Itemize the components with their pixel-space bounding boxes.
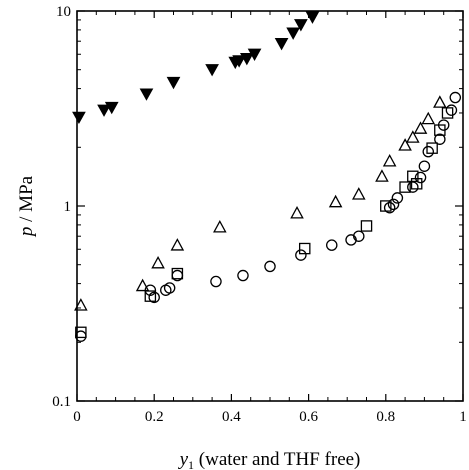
data-point-triangle-open xyxy=(406,130,420,143)
data-point-square-open xyxy=(399,181,411,193)
data-point-circle-open xyxy=(422,145,435,158)
y-axis-tick-labels: 0.1 1 10 xyxy=(52,4,71,410)
x-tick-label: 0.6 xyxy=(299,409,318,425)
data-point-triangle-down-filled xyxy=(104,101,119,115)
x-axis-label-subscript: 1 xyxy=(188,458,194,470)
data-point-square-open xyxy=(75,326,87,339)
data-point-triangle-open xyxy=(382,154,397,167)
data-point-circle-open xyxy=(353,230,365,242)
x-axis-tick-labels: 0 0.2 0.4 0.6 0.8 1 xyxy=(73,409,467,425)
x-axis-label: y1 (water and THF free) xyxy=(178,449,361,470)
data-markers xyxy=(72,11,462,342)
y-tick-label: 10 xyxy=(56,4,71,20)
data-point-triangle-open xyxy=(213,219,227,233)
data-point-triangle-open xyxy=(74,298,88,311)
data-point-circle-open xyxy=(264,260,276,273)
x-axis-ticks xyxy=(76,11,464,401)
data-point-triangle-down-filled xyxy=(205,64,219,77)
data-point-circle-open xyxy=(326,239,338,251)
data-point-circle-open xyxy=(210,275,222,288)
y-axis-label: p / MPa xyxy=(16,175,37,238)
y-axis-label-symbol: p xyxy=(16,227,37,239)
x-tick-label: 0 xyxy=(73,409,81,425)
series-square-open xyxy=(75,107,454,339)
data-point-circle-open xyxy=(144,284,157,296)
data-point-triangle-down-filled xyxy=(97,104,111,117)
data-point-square-open xyxy=(360,220,373,232)
data-point-triangle-down-filled xyxy=(305,11,320,24)
x-tick-label: 0.8 xyxy=(376,409,395,425)
data-point-triangle-open xyxy=(351,187,366,200)
data-point-triangle-open xyxy=(135,278,150,292)
series-circle-open xyxy=(75,91,462,342)
data-point-triangle-down-filled xyxy=(166,76,181,90)
data-point-circle-open xyxy=(414,171,427,184)
data-point-triangle-open xyxy=(398,138,412,151)
data-point-circle-open xyxy=(407,181,419,193)
x-tick-label: 1 xyxy=(459,409,467,425)
data-point-circle-open xyxy=(445,104,458,116)
data-point-triangle-open xyxy=(421,111,436,125)
y-axis-ticks xyxy=(77,10,463,402)
y-tick-label: 1 xyxy=(64,199,72,215)
data-point-circle-open xyxy=(75,330,87,342)
data-point-triangle-down-filled xyxy=(139,88,154,101)
data-point-triangle-down-filled xyxy=(294,19,308,32)
data-point-circle-open xyxy=(437,119,450,131)
data-point-circle-open xyxy=(449,91,462,104)
series-triangle-open xyxy=(74,95,447,311)
data-point-circle-open xyxy=(418,160,431,172)
data-point-triangle-open xyxy=(328,194,343,208)
data-point-triangle-down-filled xyxy=(274,38,289,51)
x-axis-label-text: (water and THF free) xyxy=(194,449,360,470)
data-point-circle-open xyxy=(171,269,184,282)
series-triangle-down-filled xyxy=(72,11,320,125)
data-point-square-open xyxy=(410,178,423,190)
data-point-triangle-open xyxy=(375,169,389,182)
data-point-circle-open xyxy=(391,192,404,204)
data-point-triangle-down-filled xyxy=(286,27,301,40)
data-point-triangle-open xyxy=(290,205,304,219)
data-point-circle-open xyxy=(237,269,249,282)
data-point-triangle-open xyxy=(413,121,428,134)
data-point-circle-open xyxy=(434,133,446,145)
x-axis-label-symbol: y xyxy=(178,449,189,470)
data-point-square-open xyxy=(426,142,438,154)
y-axis-label-text: / MPa xyxy=(16,175,37,226)
data-point-triangle-open xyxy=(170,238,185,251)
data-point-triangle-down-filled xyxy=(72,111,86,125)
data-point-circle-open xyxy=(295,249,307,261)
data-point-square-open xyxy=(298,242,311,255)
data-point-triangle-open xyxy=(151,255,165,269)
data-point-triangle-down-filled xyxy=(247,48,262,61)
data-point-triangle-open xyxy=(433,95,447,108)
data-point-circle-open xyxy=(387,198,400,211)
x-tick-label: 0.4 xyxy=(222,409,241,425)
data-point-circle-open xyxy=(148,291,160,304)
x-tick-label: 0.2 xyxy=(145,409,164,425)
data-point-circle-open xyxy=(383,201,396,214)
data-point-circle-open xyxy=(163,282,176,294)
y-tick-label: 0.1 xyxy=(52,394,71,410)
plot-frame xyxy=(76,10,464,402)
data-point-triangle-down-filled xyxy=(232,55,246,68)
data-point-triangle-down-filled xyxy=(239,53,254,66)
